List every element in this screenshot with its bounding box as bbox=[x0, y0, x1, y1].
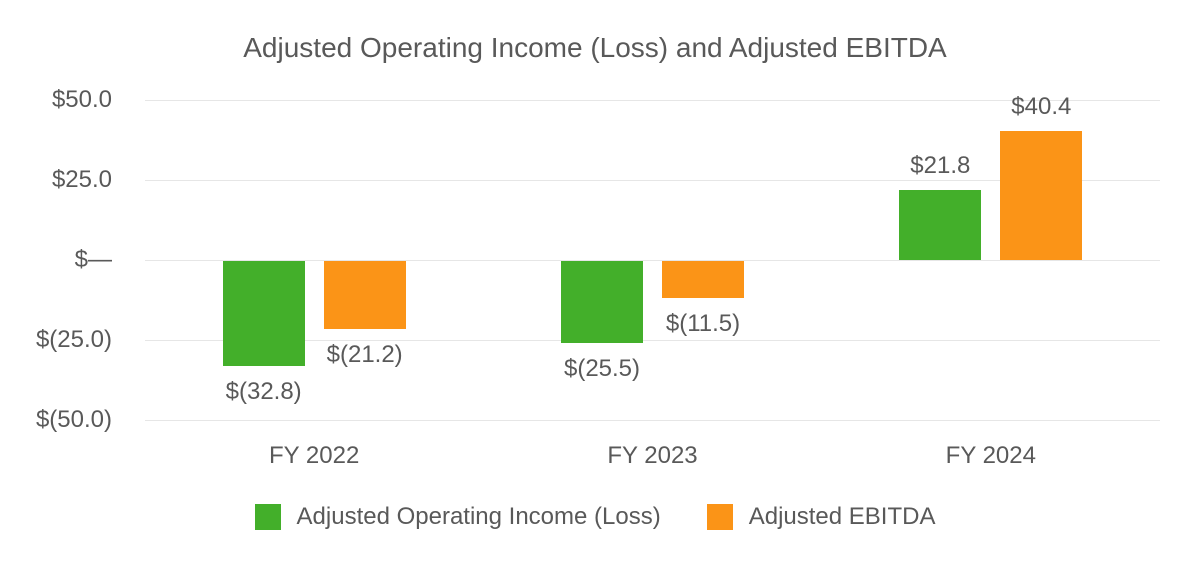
bar-value-label: $(21.2) bbox=[326, 340, 403, 368]
x-axis-label: FY 2022 bbox=[269, 442, 360, 469]
gridline bbox=[145, 100, 1160, 101]
gridline bbox=[145, 340, 1160, 341]
bar-ebitda bbox=[662, 261, 744, 298]
chart-title: Adjusted Operating Income (Loss) and Adj… bbox=[243, 32, 947, 63]
gridline bbox=[145, 420, 1160, 421]
bar-ebitda bbox=[323, 261, 406, 329]
bar-operating-income bbox=[222, 261, 305, 366]
y-axis-tick-label: $(25.0) bbox=[35, 326, 112, 353]
y-axis-tick-label: $— bbox=[74, 246, 112, 273]
gridline bbox=[145, 180, 1160, 181]
legend-swatch bbox=[254, 504, 281, 530]
legend-label: Adjusted Operating Income (Loss) bbox=[296, 503, 661, 530]
bar-value-label: $(25.5) bbox=[563, 354, 641, 382]
y-axis-tick-label: $50.0 bbox=[51, 86, 112, 113]
bar-value-label: $(32.8) bbox=[225, 377, 302, 405]
y-axis-tick-label: $(50.0) bbox=[35, 406, 112, 433]
bar-ebitda bbox=[1000, 130, 1083, 260]
chart-legend: Adjusted Operating Income (Loss) Adjusted… bbox=[0, 503, 1190, 531]
legend-item-operating-income: Adjusted Operating Income (Loss) bbox=[254, 503, 661, 531]
legend-label: Adjusted EBITDA bbox=[748, 503, 936, 530]
bar-value-label: $40.4 bbox=[1011, 92, 1072, 120]
legend-item-ebitda: Adjusted EBITDA bbox=[706, 503, 936, 531]
bar-value-label: $21.8 bbox=[910, 152, 971, 180]
x-axis-label: FY 2023 bbox=[607, 442, 698, 469]
x-axis-label: FY 2024 bbox=[945, 442, 1036, 469]
bar-operating-income bbox=[561, 261, 643, 343]
bar-operating-income bbox=[899, 190, 982, 260]
gridline bbox=[145, 260, 1160, 261]
legend-swatch bbox=[706, 504, 733, 530]
bar-value-label: $(11.5) bbox=[665, 309, 741, 337]
y-axis-tick-label: $25.0 bbox=[51, 166, 112, 193]
